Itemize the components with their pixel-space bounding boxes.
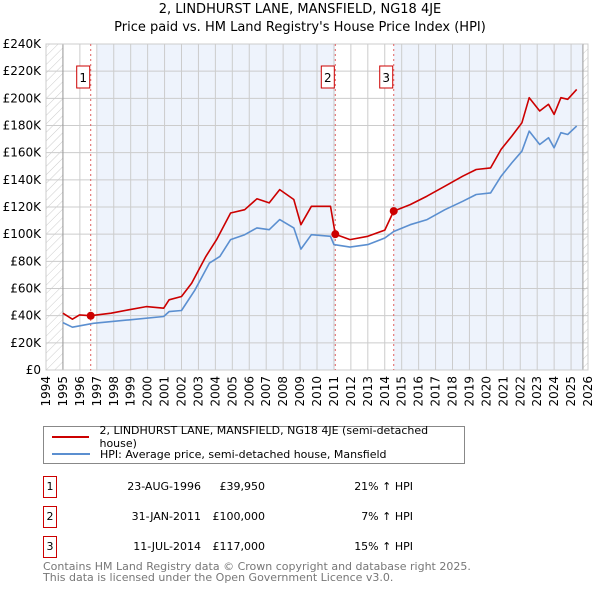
sale-point bbox=[331, 230, 340, 239]
x-tick-label: 2021 bbox=[496, 376, 510, 407]
x-tick-label: 2000 bbox=[141, 376, 155, 407]
sale-point bbox=[389, 207, 398, 216]
x-tick-label: 2023 bbox=[530, 376, 544, 407]
x-tick-label: 2013 bbox=[361, 376, 375, 407]
sale-price: £39,950 bbox=[219, 480, 266, 493]
x-tick-label: 2017 bbox=[429, 376, 443, 407]
x-tick-label: 2025 bbox=[564, 376, 578, 407]
y-tick-label: £160K bbox=[3, 146, 43, 160]
sale-row: 3 11-JUL-2014 £117,000 15% ↑ HPI bbox=[43, 536, 443, 558]
x-tick-label: 2012 bbox=[344, 376, 358, 407]
plot-border bbox=[45, 43, 589, 371]
x-tick-label: 2011 bbox=[327, 376, 341, 407]
sale-number-badge: 2 bbox=[43, 506, 57, 528]
sale-point bbox=[86, 311, 95, 320]
x-tick-label: 1999 bbox=[124, 376, 138, 407]
sale-number-badge: 3 bbox=[43, 536, 57, 558]
sale-label-box bbox=[76, 65, 91, 89]
y-tick-label: £0 bbox=[26, 363, 41, 377]
x-tick-label: 2006 bbox=[242, 376, 256, 407]
sale-label-box bbox=[379, 65, 394, 89]
y-tick-label: £60K bbox=[10, 282, 42, 296]
x-tick-label: 2019 bbox=[462, 376, 476, 407]
chart-title-line1: 2, LINDHURST LANE, MANSFIELD, NG18 4JE bbox=[158, 2, 442, 17]
price-chart: 1994 1995 1996 1997 1998 1999 2000 2001 2002 2003… bbox=[3, 37, 595, 407]
property-price-line bbox=[62, 88, 578, 321]
y-tick-label: £200K bbox=[3, 91, 43, 105]
sale-number-badge: 1 bbox=[43, 476, 57, 498]
x-tick-label: 2007 bbox=[259, 376, 273, 407]
x-tick-label: 2020 bbox=[479, 376, 493, 407]
x-tick-label: 2003 bbox=[191, 376, 205, 407]
y-tick-label: £80K bbox=[10, 254, 42, 268]
x-tick-label: 1995 bbox=[56, 376, 70, 407]
x-tick-label: 2016 bbox=[412, 376, 426, 407]
x-tick-label: 2001 bbox=[158, 376, 172, 407]
x-tick-label: 2004 bbox=[208, 376, 222, 407]
x-tick-label: 1998 bbox=[107, 376, 121, 407]
y-tick-label: £240K bbox=[3, 37, 43, 51]
sale-hpi-change: 7% ↑ HPI bbox=[361, 510, 413, 523]
y-tick-label: £220K bbox=[3, 64, 43, 78]
sale-date: 31-JAN-2011 bbox=[131, 510, 201, 523]
sale-price: £100,000 bbox=[212, 510, 266, 523]
x-tick-label: 2009 bbox=[293, 376, 307, 407]
footer-licence: This data is licensed under the Open Gov… bbox=[43, 571, 394, 584]
legend-item-hpi: HPI: Average price, semi-detached house,… bbox=[52, 446, 387, 462]
sale-label-number: 1 bbox=[79, 71, 87, 85]
sale-price: £117,000 bbox=[212, 540, 266, 553]
sale-hpi-change: 21% ↑ HPI bbox=[354, 480, 413, 493]
x-tick-label: 2022 bbox=[513, 376, 527, 407]
x-tick-label: 1996 bbox=[73, 376, 87, 407]
sale-hpi-change: 15% ↑ HPI bbox=[354, 540, 413, 553]
y-tick-label: £140K bbox=[3, 173, 43, 187]
sale-label-box bbox=[320, 65, 335, 89]
footer-copyright: Contains HM Land Registry data © Crown c… bbox=[43, 560, 471, 573]
sale-row: 1 23-AUG-1996 £39,950 21% ↑ HPI bbox=[43, 476, 443, 498]
y-tick-label: £120K bbox=[3, 200, 43, 214]
legend-label-hpi: HPI: Average price, semi-detached house,… bbox=[100, 447, 387, 461]
hpi-line bbox=[62, 125, 578, 329]
x-tick-label: 1997 bbox=[90, 376, 104, 407]
sale-label-number: 3 bbox=[382, 71, 390, 85]
x-tick-label: 2002 bbox=[175, 376, 189, 407]
legend: 2, LINDHURST LANE, MANSFIELD, NG18 4JE (… bbox=[43, 424, 465, 464]
legend-blue-line-swatch bbox=[52, 453, 90, 455]
legend-label-property: 2, LINDHURST LANE, MANSFIELD, NG18 4JE (… bbox=[99, 424, 429, 450]
legend-item-property: 2, LINDHURST LANE, MANSFIELD, NG18 4JE (… bbox=[52, 424, 464, 450]
x-tick-label: 2024 bbox=[547, 376, 561, 407]
x-tick-label: 1994 bbox=[39, 376, 53, 407]
sale-label-number: 2 bbox=[324, 71, 332, 85]
x-tick-label: 2014 bbox=[378, 376, 392, 407]
x-tick-label: 2018 bbox=[446, 376, 460, 407]
y-tick-label: £180K bbox=[3, 119, 43, 133]
y-tick-label: £100K bbox=[3, 227, 43, 241]
legend-red-line-swatch bbox=[52, 436, 90, 438]
x-tick-label: 2015 bbox=[395, 376, 409, 407]
chart-title-line2: Price paid vs. HM Land Registry's House … bbox=[114, 20, 486, 35]
x-tick-label: 2026 bbox=[581, 376, 595, 407]
sale-date: 23-AUG-1996 bbox=[127, 480, 201, 493]
sale-row: 2 31-JAN-2011 £100,000 7% ↑ HPI bbox=[43, 506, 443, 528]
x-tick-label: 2005 bbox=[225, 376, 239, 407]
x-tick-label: 2008 bbox=[276, 376, 290, 407]
sale-date: 11-JUL-2014 bbox=[133, 540, 201, 553]
y-tick-label: £20K bbox=[10, 336, 42, 350]
x-tick-label: 2010 bbox=[310, 376, 324, 407]
y-tick-label: £40K bbox=[10, 309, 42, 323]
